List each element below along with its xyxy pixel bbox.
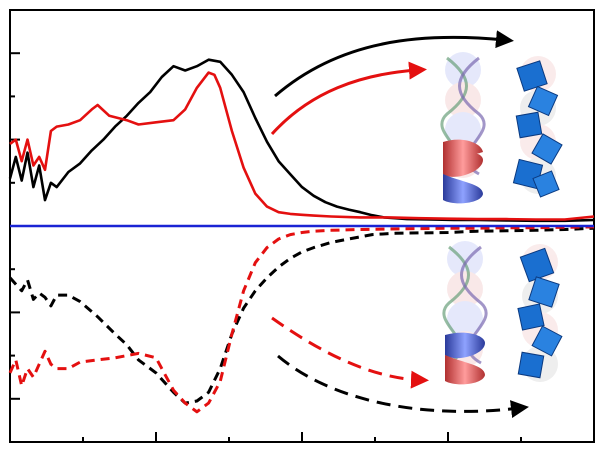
series-layer [8,58,595,414]
series-line-4 [8,225,595,414]
series-line-2 [9,71,595,221]
dna-helix-illustration [440,52,486,204]
blue-cube-stack-illustration [512,56,563,198]
black-arrow-upper [274,30,514,98]
red-arrow-lower [271,316,429,389]
series-line-1 [8,58,595,223]
black-arrow-lower [277,354,529,419]
blue-cube-stack-illustration [517,244,563,382]
series-line-3 [8,226,595,405]
dna-helix-illustration [442,241,488,385]
red-arrow-upper [270,61,427,136]
